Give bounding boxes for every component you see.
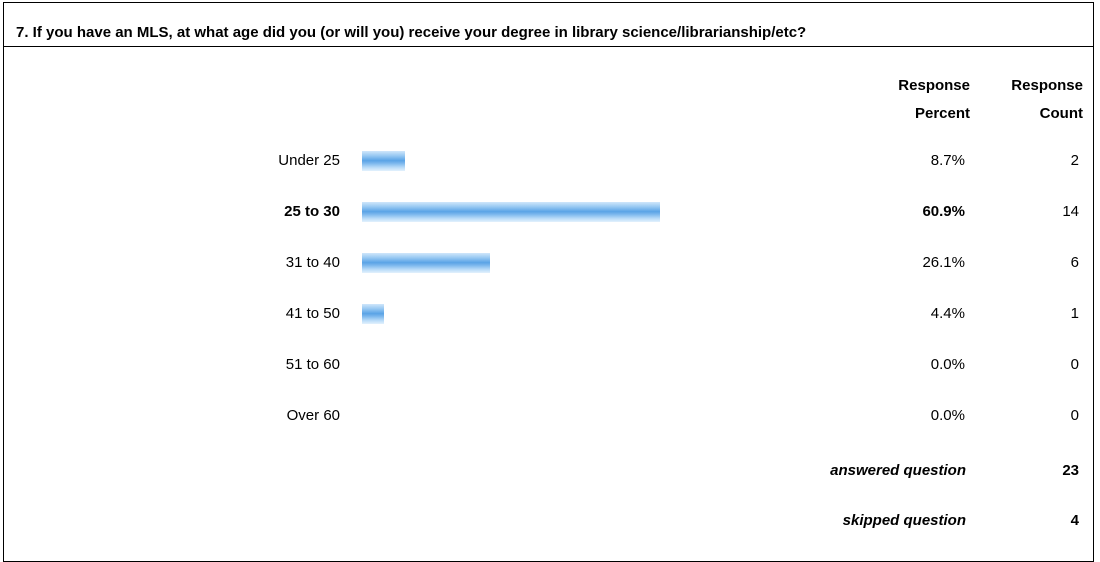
response-count-header-line2: Count: [1039, 105, 1083, 122]
response-percent: 4.4%: [930, 305, 965, 322]
question-header: 7. If you have an MLS, at what age did y…: [3, 2, 1094, 47]
response-bar: [362, 202, 661, 222]
response-bar: [362, 253, 490, 273]
response-bar: [362, 304, 384, 324]
question-title: 7. If you have an MLS, at what age did y…: [16, 24, 807, 41]
response-count-header: Response Count: [980, 72, 1083, 128]
response-percent: 26.1%: [922, 254, 965, 271]
category-label: 41 to 50: [285, 305, 340, 322]
response-count-header-line1: Response: [1011, 77, 1083, 94]
response-count: 14: [1062, 203, 1079, 220]
response-percent-header: Response Percent: [860, 72, 970, 128]
skipped-question-value: 4: [1070, 512, 1079, 529]
skipped-question-label: skipped question: [842, 512, 966, 529]
category-label: Over 60: [286, 407, 340, 424]
response-count: 6: [1070, 254, 1079, 271]
response-percent-header-line2: Percent: [914, 105, 970, 122]
category-label: 25 to 30: [284, 203, 340, 220]
response-count: 2: [1070, 152, 1079, 169]
category-label: 31 to 40: [285, 254, 340, 271]
response-percent: 0.0%: [930, 356, 965, 373]
response-percent: 8.7%: [930, 152, 965, 169]
response-bar: [362, 151, 405, 171]
answered-question-label: answered question: [830, 462, 966, 479]
response-count: 0: [1070, 356, 1079, 373]
response-count: 0: [1070, 407, 1079, 424]
response-count: 1: [1070, 305, 1079, 322]
answered-question-value: 23: [1062, 462, 1079, 479]
response-percent-header-line1: Response: [898, 77, 970, 94]
category-label: Under 25: [278, 152, 340, 169]
response-percent: 0.0%: [930, 407, 965, 424]
response-percent: 60.9%: [922, 203, 965, 220]
category-label: 51 to 60: [285, 356, 340, 373]
